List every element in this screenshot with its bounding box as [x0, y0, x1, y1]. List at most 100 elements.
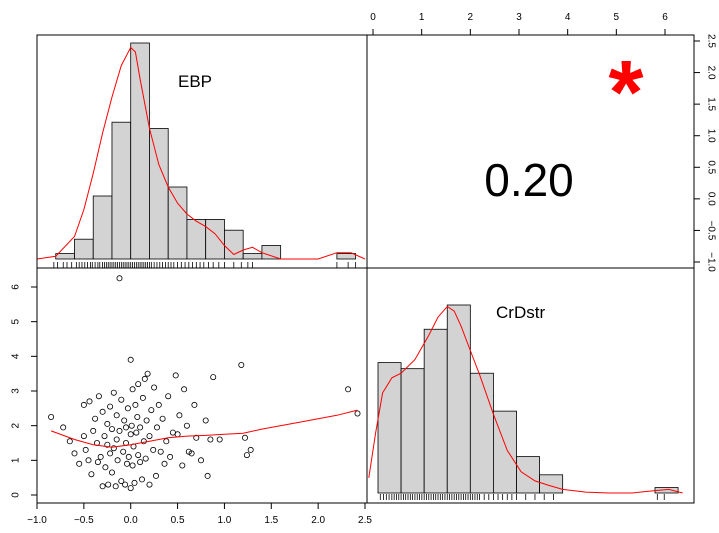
scatter-point-26: [109, 469, 116, 476]
scatter-point-90: [188, 450, 195, 457]
scatter-point-102: [247, 446, 254, 453]
scatter-point-35: [116, 275, 123, 282]
scatter-point-101: [243, 452, 250, 459]
scatter-point-0: [48, 413, 55, 420]
scatter-point-53: [131, 479, 138, 486]
scatter-point-86: [179, 462, 186, 469]
crdstr-hist-bar-2: [423, 328, 448, 494]
bottom-axis-tick-label-6: 2.0: [311, 515, 325, 526]
scatter-point-14: [94, 459, 101, 466]
ebp-density-curve: [36, 46, 366, 260]
scatter-point-10: [88, 471, 95, 478]
scatter-point-74: [153, 424, 160, 431]
scatter-point-68: [146, 481, 153, 488]
significance-star: *: [608, 43, 643, 143]
right-axis-tick-label-6: 2.0: [705, 66, 716, 80]
scatter-point-44: [124, 405, 131, 412]
bottom-axis-tick-label-7: 2.5: [358, 515, 372, 526]
scatter-point-15: [95, 393, 102, 400]
scatter-point-81: [167, 453, 174, 460]
scatter-point-95: [204, 472, 211, 479]
left-axis-tick-label-4: 4: [11, 353, 22, 359]
scatter-point-56: [134, 413, 141, 420]
scatter-point-72: [151, 384, 158, 391]
scatter-point-83: [172, 372, 179, 379]
scatter-point-9: [86, 398, 93, 405]
scatter-point-63: [140, 438, 147, 445]
right-axis-tick-label-0: −1.0: [705, 252, 716, 272]
scatter-point-76: [157, 448, 164, 455]
left-axis-tick-label-2: 2: [11, 422, 22, 428]
bottom-axis-tick-label-2: 0.0: [124, 515, 138, 526]
scatter-point-36: [118, 478, 125, 485]
scatter-point-87: [181, 386, 188, 393]
correlation-value: 0.20: [484, 154, 574, 206]
scatter-point-21: [104, 441, 111, 448]
scatter-point-20: [102, 464, 109, 471]
panel-frame-br: [366, 267, 695, 504]
scatter-point-96: [207, 436, 214, 443]
scatter-point-27: [109, 426, 116, 433]
scatter-point-38: [120, 448, 127, 455]
scatter-point-92: [193, 434, 200, 441]
ebp-hist-bar-0: [55, 253, 75, 260]
scatter-point-28: [110, 445, 117, 452]
scatter-point-99: [238, 361, 245, 368]
crdstr-hist-bar-4: [469, 372, 494, 494]
scatter-point-6: [80, 401, 87, 408]
top-axis-tick-label-6: 6: [662, 12, 668, 23]
scatter-point-29: [110, 389, 117, 396]
left-axis-tick-label-5: 5: [11, 318, 22, 324]
scatter-point-78: [161, 460, 168, 467]
scatter-point-79: [163, 438, 170, 445]
left-axis-tick-label-3: 3: [11, 388, 22, 394]
scatter-point-39: [121, 417, 128, 424]
scatter-point-104: [354, 410, 361, 417]
scatter-point-85: [176, 412, 183, 419]
scatter-point-73: [152, 472, 159, 479]
crdstr-hist-bar-7: [539, 474, 564, 494]
scatter-point-98: [216, 436, 223, 443]
ebp-hist-bar-2: [92, 195, 113, 260]
ebp-hist-bar-1: [74, 238, 94, 260]
top-axis-tick-label-4: 4: [565, 12, 571, 23]
scatter-point-100: [241, 434, 248, 441]
scatter-point-75: [155, 401, 162, 408]
right-axis-tick-label-7: 2.5: [705, 34, 716, 48]
scatter-point-40: [122, 481, 129, 488]
scatter-point-11: [90, 427, 97, 434]
scatter-point-67: [144, 370, 151, 377]
scatter-point-30: [112, 483, 119, 490]
scatter-point-8: [85, 457, 92, 464]
ebp-hist-bar-11: [261, 245, 282, 260]
scatter-point-32: [113, 412, 120, 419]
scatter-point-54: [132, 401, 139, 408]
scatter-point-55: [133, 429, 140, 436]
scatter-point-3: [71, 450, 78, 457]
top-axis-tick-label-5: 5: [614, 12, 620, 23]
ebp-hist-bar-10: [242, 253, 263, 260]
scatter-point-16: [97, 453, 104, 460]
variable-label-crdstr: CrDstr: [496, 303, 545, 322]
scatter-point-61: [138, 476, 145, 483]
scatter-point-60: [137, 424, 144, 431]
right-axis-tick-label-3: 0.5: [705, 160, 716, 174]
panel-frames: [36, 34, 695, 504]
scatter-point-57: [135, 452, 142, 459]
panel-frame-bl: [36, 267, 368, 504]
ebp-hist-bar-6: [167, 186, 188, 260]
scatter-point-31: [113, 436, 120, 443]
ebp-hist-bar-8: [205, 218, 225, 260]
scatter-point-5: [80, 433, 87, 440]
bottom-axis-tick-label-1: −0.5: [74, 515, 94, 526]
scatter-point-91: [191, 401, 198, 408]
crdstr-hist-bar-6: [516, 456, 540, 494]
scatter-point-69: [146, 433, 153, 440]
scatter-point-7: [82, 446, 89, 453]
scatter-point-19: [101, 433, 108, 440]
scatter-point-34: [116, 427, 123, 434]
crdstr-hist-bar-5: [493, 410, 517, 494]
scatter-point-49: [128, 422, 135, 429]
scatter-point-43: [124, 460, 131, 467]
